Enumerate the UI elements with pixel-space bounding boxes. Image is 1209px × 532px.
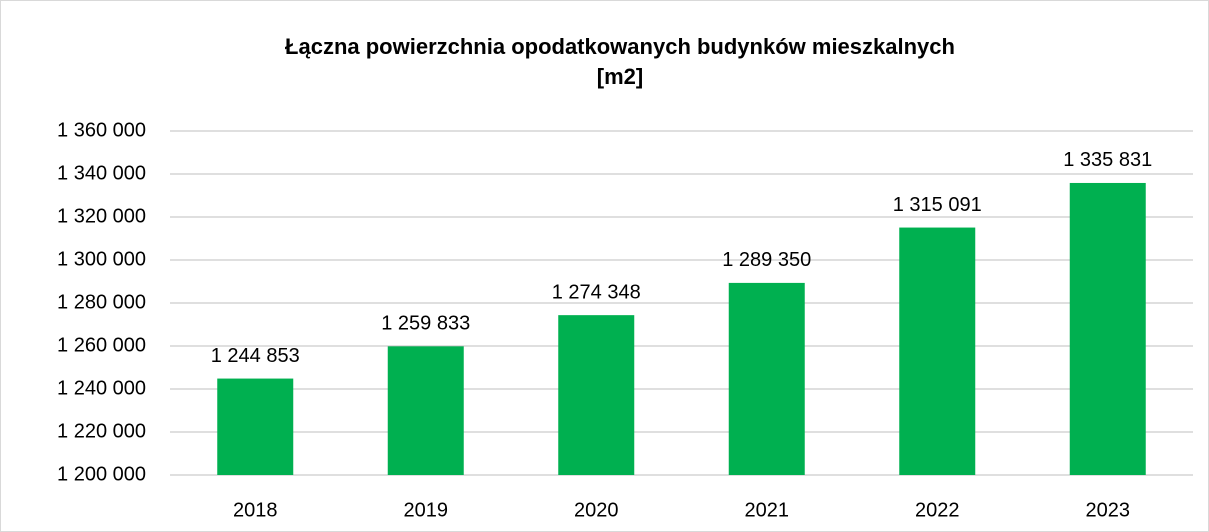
chart-title: Łączna powierzchnia opodatkowanych budyn… [285, 34, 955, 59]
bar [1069, 182, 1146, 475]
bar [728, 282, 805, 475]
bar [387, 346, 464, 475]
data-label: 1 244 853 [211, 345, 300, 367]
bar [899, 227, 976, 475]
y-tick-label: 1 240 000 [57, 377, 146, 399]
data-label: 1 259 833 [381, 313, 470, 335]
x-tick-label: 2018 [233, 499, 278, 521]
bar [558, 315, 635, 475]
y-tick-label: 1 200 000 [57, 463, 146, 485]
x-tick-label: 2023 [1086, 499, 1131, 521]
data-label: 1 335 831 [1063, 149, 1152, 171]
x-tick-label: 2019 [404, 499, 449, 521]
x-tick-label: 2022 [915, 499, 960, 521]
y-tick-label: 1 280 000 [57, 291, 146, 313]
data-label: 1 274 348 [552, 281, 641, 303]
y-tick-label: 1 220 000 [57, 420, 146, 442]
chart-title: [m2] [597, 64, 643, 89]
data-label: 1 315 091 [893, 194, 982, 216]
y-tick-label: 1 300 000 [57, 248, 146, 270]
x-tick-label: 2021 [745, 499, 790, 521]
y-tick-label: 1 260 000 [57, 334, 146, 356]
bar [217, 378, 294, 475]
y-tick-label: 1 340 000 [57, 162, 146, 184]
data-label: 1 289 350 [722, 249, 811, 271]
x-tick-label: 2020 [574, 499, 619, 521]
y-tick-label: 1 320 000 [57, 205, 146, 227]
y-tick-label: 1 360 000 [57, 119, 146, 141]
